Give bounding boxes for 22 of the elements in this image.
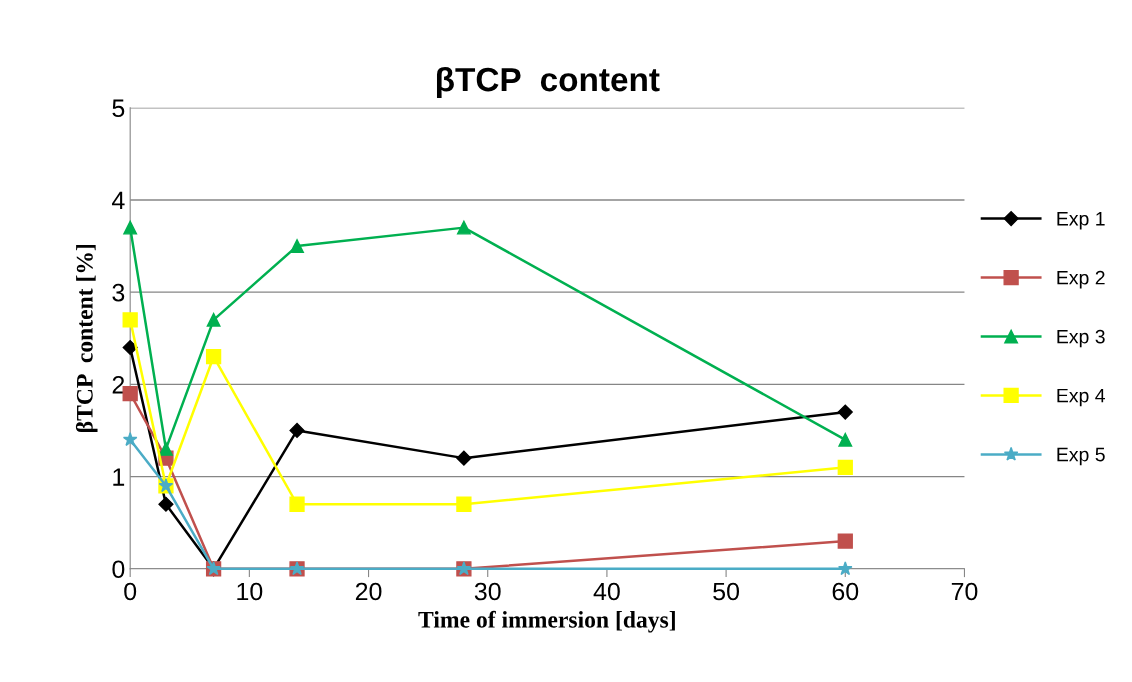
y-tick-label: 0 (112, 560, 125, 579)
legend-label: Exp 3 (1057, 329, 1105, 348)
x-tick-label: 10 (237, 582, 263, 601)
x-tick-label: 70 (951, 582, 978, 601)
x-tick-label: 0 (124, 582, 137, 601)
x-tick-label: 20 (355, 582, 382, 601)
legend-label: Exp 4 (1057, 388, 1106, 407)
y-tick-label: 1 (113, 468, 125, 486)
y-tick-label: 4 (111, 191, 125, 210)
x-tick-label: 30 (474, 582, 501, 601)
x-tick-label: 40 (593, 582, 620, 601)
legend-label: Exp 2 (1057, 270, 1105, 289)
y-tick-label: 2 (112, 375, 125, 394)
legend-label: Exp 1 (1057, 212, 1105, 230)
x-axis-title: Time of immersion [days] (418, 610, 675, 633)
y-tick-label: 3 (112, 283, 125, 302)
y-axis-title: βTCP content [%] (75, 244, 98, 433)
x-tick-label: 60 (832, 582, 859, 601)
y-tick-label: 5 (112, 99, 125, 118)
chart-title: βTCP content (436, 66, 660, 99)
legend-label: Exp 5 (1057, 447, 1105, 466)
x-tick-label: 50 (713, 582, 740, 601)
